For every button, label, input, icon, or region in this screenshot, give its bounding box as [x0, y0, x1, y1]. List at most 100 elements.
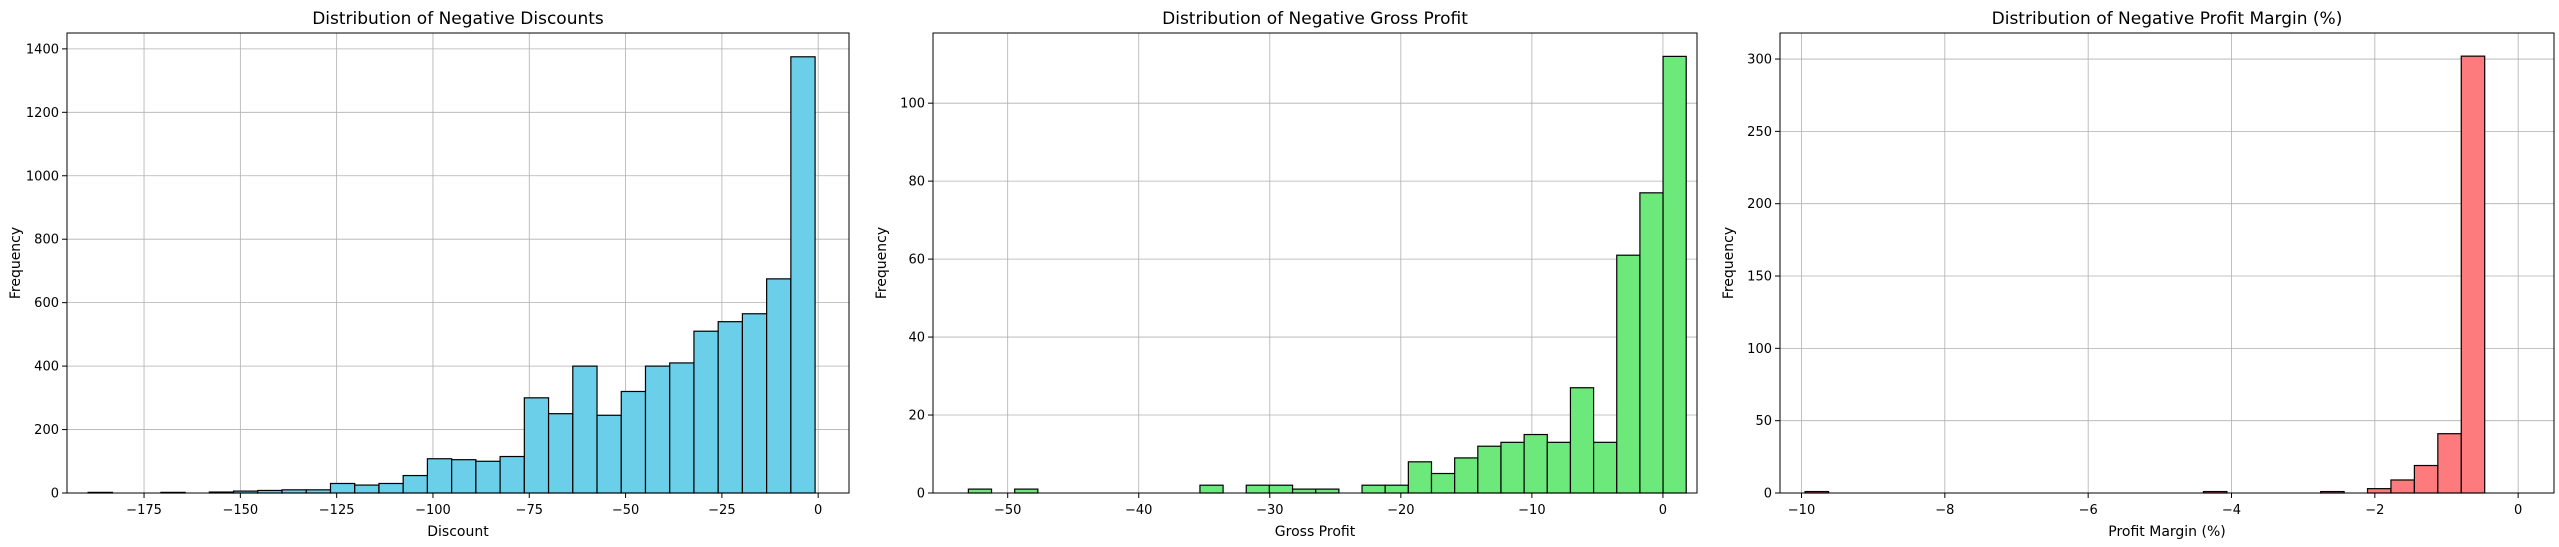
- y-tick-label: 1000: [26, 169, 59, 184]
- y-tick-label: 150: [1747, 270, 1772, 285]
- histogram-bar: [1315, 488, 1340, 494]
- histogram-bar: [1268, 484, 1294, 494]
- histogram-bar: [1245, 484, 1271, 494]
- histogram-bar: [1592, 441, 1618, 494]
- chart-title: Distribution of Negative Discounts: [312, 9, 604, 29]
- histogram-bar: [523, 397, 550, 494]
- x-tick-label: −125: [319, 503, 355, 518]
- y-tick-label: 40: [908, 331, 925, 346]
- histogram-bar: [547, 413, 574, 494]
- histogram-bar: [1616, 254, 1641, 494]
- x-tick-label: 0: [2514, 503, 2522, 518]
- histogram-bar: [1454, 457, 1479, 494]
- x-tick-label: −8: [1935, 503, 1954, 518]
- y-tick-label: 400: [34, 360, 59, 375]
- histogram-bar: [1014, 488, 1039, 494]
- y-tick-label: 20: [908, 409, 925, 424]
- x-tick-label: 0: [814, 503, 822, 518]
- y-tick-label: 0: [51, 487, 59, 502]
- histogram-bar: [2366, 488, 2392, 494]
- histogram-bar: [402, 474, 429, 494]
- histogram-bar: [1569, 387, 1595, 494]
- histogram-bar: [354, 484, 380, 494]
- histogram-bar: [1291, 488, 1317, 494]
- discount-histogram: −175 −150 −125 −100 −75 −50 −25 0 0 200 400 600 800 1…: [8, 9, 850, 540]
- axes-frame: [66, 32, 850, 494]
- histogram-bar: [790, 56, 816, 494]
- histogram-bar: [475, 460, 501, 494]
- histogram-bar: [1639, 192, 1664, 494]
- chart-title: Distribution of Negative Profit Margin (…: [1992, 9, 2343, 29]
- x-tick-label: −6: [2079, 503, 2098, 518]
- histogram-bar: [2413, 464, 2439, 494]
- y-axis-label: Frequency: [1721, 227, 1737, 299]
- x-tick-label: −40: [1125, 503, 1152, 518]
- x-tick-label: −30: [1256, 503, 1283, 518]
- y-tick-label: 1400: [26, 42, 59, 57]
- histogram-bar: [426, 458, 453, 494]
- histogram-bar: [1662, 55, 1687, 494]
- histogram-bar: [2437, 433, 2462, 494]
- x-tick-label: −75: [516, 503, 543, 518]
- y-tick-label: 0: [1764, 487, 1772, 502]
- histogram-bar: [693, 330, 719, 494]
- x-axis-label: Gross Profit: [1275, 524, 1356, 540]
- x-tick-label: −25: [708, 503, 735, 518]
- histogram-bar: [717, 321, 744, 494]
- axes-frame: [932, 32, 1698, 494]
- y-axis-label: Frequency: [8, 227, 24, 299]
- x-tick-label: −10: [1788, 503, 1815, 518]
- x-tick-label: −4: [2222, 503, 2241, 518]
- y-tick-label: 1200: [26, 106, 59, 121]
- y-tick-label: 300: [1747, 53, 1772, 68]
- y-tick-label: 200: [1747, 197, 1772, 212]
- x-tick-label: −2: [2365, 503, 2384, 518]
- x-axis-label: Profit Margin (%): [2108, 524, 2225, 540]
- histogram-bar: [669, 362, 695, 494]
- histogram-bar: [1199, 484, 1224, 494]
- histogram-bar: [967, 488, 993, 494]
- x-tick-label: −50: [612, 503, 639, 518]
- histogram-bar: [1384, 484, 1409, 494]
- y-tick-label: 200: [34, 423, 59, 438]
- gross-profit-histogram: −50 −40 −30 −20 −10 0 0 20 40 60 80 100 Distribution…: [874, 9, 1698, 540]
- y-tick-label: 60: [908, 253, 925, 268]
- histogram-bar: [644, 365, 671, 494]
- histogram-bar: [1546, 441, 1572, 494]
- x-tick-label: −175: [126, 503, 162, 518]
- axes-frame: [1779, 32, 2555, 494]
- y-tick-label: 0: [917, 487, 925, 502]
- x-tick-label: −150: [222, 503, 258, 518]
- histogram-bar: [1361, 484, 1386, 494]
- histogram-bar: [596, 414, 622, 494]
- y-tick-label: 100: [1747, 342, 1772, 357]
- x-tick-label: −50: [994, 503, 1021, 518]
- histogram-bar: [378, 482, 404, 494]
- histogram-bar: [451, 459, 477, 494]
- histogram-bar: [1523, 433, 1548, 494]
- y-tick-label: 800: [34, 233, 59, 248]
- y-tick-label: 100: [900, 97, 925, 112]
- histogram-bar: [1500, 441, 1525, 494]
- histogram-bar: [572, 365, 598, 494]
- histogram-bar: [2460, 55, 2486, 494]
- histogram-bar: [620, 390, 647, 494]
- x-tick-label: −100: [415, 503, 451, 518]
- histogram-bar: [766, 278, 792, 494]
- y-tick-label: 50: [1755, 414, 1772, 429]
- histogram-bar: [1407, 461, 1433, 494]
- y-axis-label: Frequency: [874, 227, 890, 299]
- histogram-bar: [1430, 472, 1456, 494]
- y-tick-label: 250: [1747, 125, 1772, 140]
- histogram-bar: [1477, 445, 1502, 494]
- x-axis-label: Discount: [427, 524, 489, 540]
- x-tick-label: −20: [1387, 503, 1414, 518]
- x-tick-label: 0: [1659, 503, 1667, 518]
- histogram-bar: [499, 455, 525, 494]
- profit-margin-histogram: −10 −8 −6 −4 −2 0 0 50 100 150 200 250 300 Distributi…: [1721, 9, 2555, 540]
- y-tick-label: 80: [908, 175, 925, 190]
- histogram-bar: [741, 313, 768, 494]
- histogram-bar: [2390, 479, 2415, 494]
- y-tick-label: 600: [34, 296, 59, 311]
